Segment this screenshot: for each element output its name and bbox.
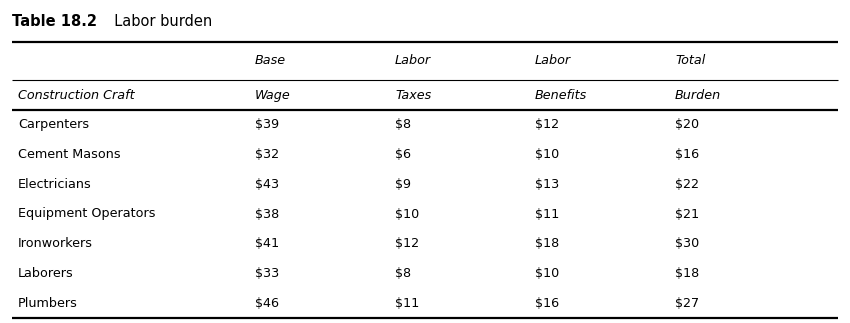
Text: Labor: Labor <box>395 55 431 68</box>
Text: Total: Total <box>675 55 705 68</box>
Text: $16: $16 <box>675 148 699 161</box>
Text: Laborers: Laborers <box>18 267 74 280</box>
Text: Plumbers: Plumbers <box>18 297 78 310</box>
Text: Ironworkers: Ironworkers <box>18 237 93 250</box>
Text: $20: $20 <box>675 118 699 131</box>
Text: $38: $38 <box>255 207 280 221</box>
Text: Table 18.2: Table 18.2 <box>12 15 97 29</box>
Text: Cement Masons: Cement Masons <box>18 148 121 161</box>
Text: Construction Craft: Construction Craft <box>18 89 134 101</box>
Text: Labor burden: Labor burden <box>105 15 212 29</box>
Text: $18: $18 <box>535 237 559 250</box>
Text: Wage: Wage <box>255 89 291 101</box>
Text: $10: $10 <box>395 207 419 221</box>
Text: $27: $27 <box>675 297 699 310</box>
Text: $30: $30 <box>675 237 700 250</box>
Text: Taxes: Taxes <box>395 89 431 101</box>
Text: $46: $46 <box>255 297 279 310</box>
Text: Carpenters: Carpenters <box>18 118 89 131</box>
Text: $6: $6 <box>395 148 411 161</box>
Text: $10: $10 <box>535 267 559 280</box>
Text: $11: $11 <box>395 297 419 310</box>
Text: $10: $10 <box>535 148 559 161</box>
Text: Burden: Burden <box>675 89 722 101</box>
Text: $32: $32 <box>255 148 279 161</box>
Text: $21: $21 <box>675 207 699 221</box>
Text: $12: $12 <box>535 118 559 131</box>
Text: $12: $12 <box>395 237 419 250</box>
Text: $9: $9 <box>395 178 411 191</box>
Text: $8: $8 <box>395 267 411 280</box>
Text: Base: Base <box>255 55 286 68</box>
Text: $18: $18 <box>675 267 700 280</box>
Text: Electricians: Electricians <box>18 178 92 191</box>
Text: Benefits: Benefits <box>535 89 587 101</box>
Text: $16: $16 <box>535 297 559 310</box>
Text: $8: $8 <box>395 118 411 131</box>
Text: $41: $41 <box>255 237 279 250</box>
Text: $43: $43 <box>255 178 279 191</box>
Text: Labor: Labor <box>535 55 571 68</box>
Text: $33: $33 <box>255 267 280 280</box>
Text: $22: $22 <box>675 178 699 191</box>
Text: $11: $11 <box>535 207 559 221</box>
Text: $13: $13 <box>535 178 559 191</box>
Text: Equipment Operators: Equipment Operators <box>18 207 156 221</box>
Text: $39: $39 <box>255 118 279 131</box>
